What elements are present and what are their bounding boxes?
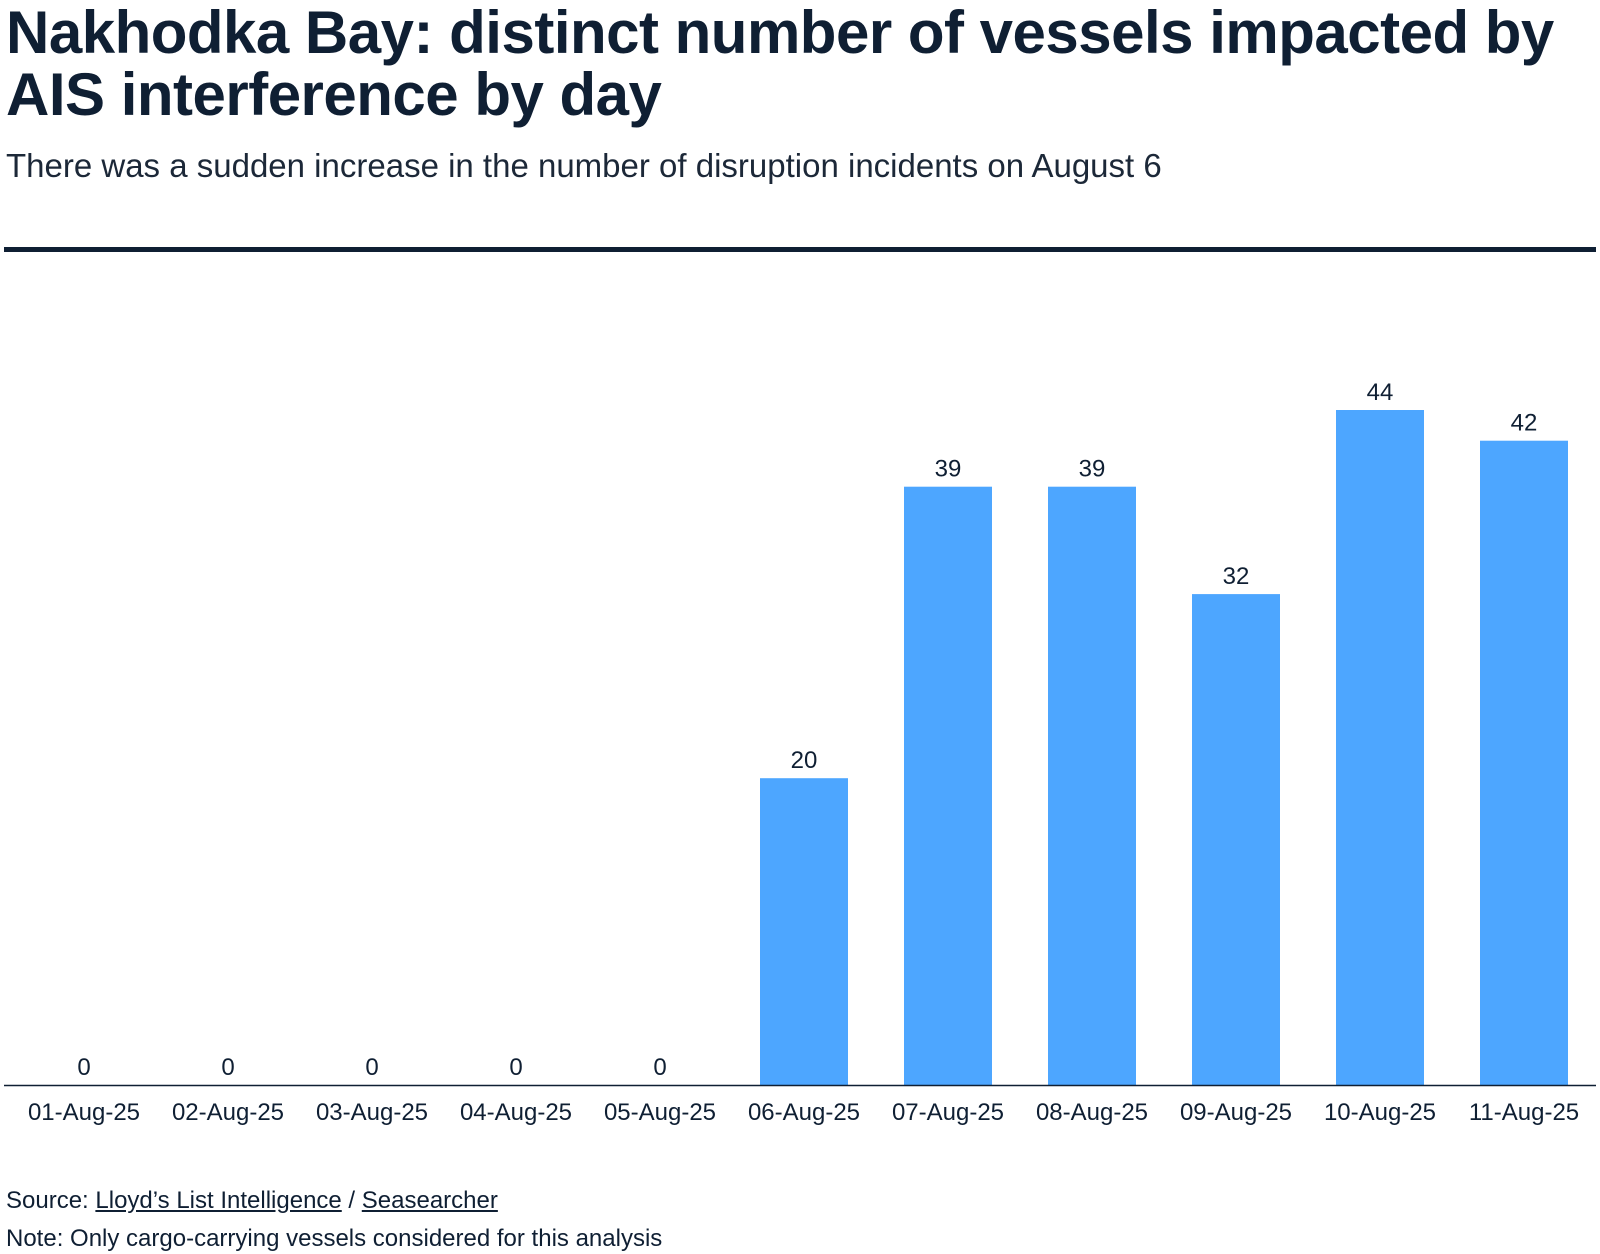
- source-link-seasearcher[interactable]: Seasearcher: [361, 1187, 498, 1214]
- data-label-09-Aug-25: 32: [1223, 563, 1250, 590]
- chart-subtitle: There was a sudden increase in the numbe…: [6, 147, 1162, 184]
- data-label-01-Aug-25: 0: [77, 1054, 90, 1081]
- data-label-03-Aug-25: 0: [365, 1054, 378, 1081]
- source-line: Source: Lloyd’s List Intelligence / Seas…: [6, 1186, 498, 1216]
- data-label-08-Aug-25: 39: [1079, 456, 1106, 483]
- source-link-lloyds[interactable]: Lloyd’s List Intelligence: [95, 1187, 342, 1214]
- source-prefix: Source:: [6, 1187, 96, 1214]
- x-tick-label-04-Aug-25: 04-Aug-25: [460, 1099, 572, 1126]
- x-tick-label-11-Aug-25: 11-Aug-25: [1469, 1099, 1579, 1126]
- x-tick-label-06-Aug-25: 06-Aug-25: [748, 1099, 860, 1126]
- data-label-07-Aug-25: 39: [935, 456, 962, 483]
- data-label-04-Aug-25: 0: [509, 1054, 522, 1081]
- source-separator: /: [341, 1187, 362, 1214]
- chart-title: Nakhodka Bay: distinct number of vessels…: [6, 0, 1554, 128]
- data-label-06-Aug-25: 20: [791, 747, 818, 774]
- bar-10-Aug-25: [1336, 410, 1424, 1085]
- data-labels-group: 0 0 0 0 0 20 39 39 32 44 42: [77, 379, 1537, 1081]
- x-tick-label-05-Aug-25: 05-Aug-25: [604, 1099, 716, 1126]
- data-label-05-Aug-25: 0: [653, 1054, 666, 1081]
- x-tick-label-02-Aug-25: 02-Aug-25: [172, 1099, 284, 1126]
- header-rule: [4, 247, 1596, 252]
- bar-08-Aug-25: [1048, 486, 1136, 1085]
- bar-chart: 0 0 0 0 0 20 39 39 32 44 42 01-Aug-25 02-Aug-25 03-A…: [4, 379, 1596, 1126]
- bar-11-Aug-25: [1480, 440, 1568, 1085]
- x-tick-label-10-Aug-25: 10-Aug-25: [1324, 1099, 1436, 1126]
- x-tick-label-07-Aug-25: 07-Aug-25: [892, 1099, 1004, 1126]
- bar-06-Aug-25: [760, 778, 848, 1085]
- x-tick-label-08-Aug-25: 08-Aug-25: [1036, 1099, 1148, 1126]
- x-tick-labels-group: 01-Aug-25 02-Aug-25 03-Aug-25 04-Aug-25 05-A…: [28, 1099, 1579, 1126]
- x-tick-label-03-Aug-25: 03-Aug-25: [316, 1099, 428, 1126]
- data-label-10-Aug-25: 44: [1367, 379, 1394, 406]
- data-label-02-Aug-25: 0: [221, 1054, 234, 1081]
- x-tick-label-01-Aug-25: 01-Aug-25: [28, 1099, 140, 1126]
- bar-07-Aug-25: [904, 486, 992, 1085]
- bars-group: [760, 410, 1568, 1085]
- bar-09-Aug-25: [1192, 594, 1280, 1085]
- data-label-11-Aug-25: 42: [1511, 410, 1538, 437]
- note-line: Note: Only cargo-carrying vessels consid…: [6, 1225, 663, 1252]
- x-tick-label-09-Aug-25: 09-Aug-25: [1180, 1099, 1292, 1126]
